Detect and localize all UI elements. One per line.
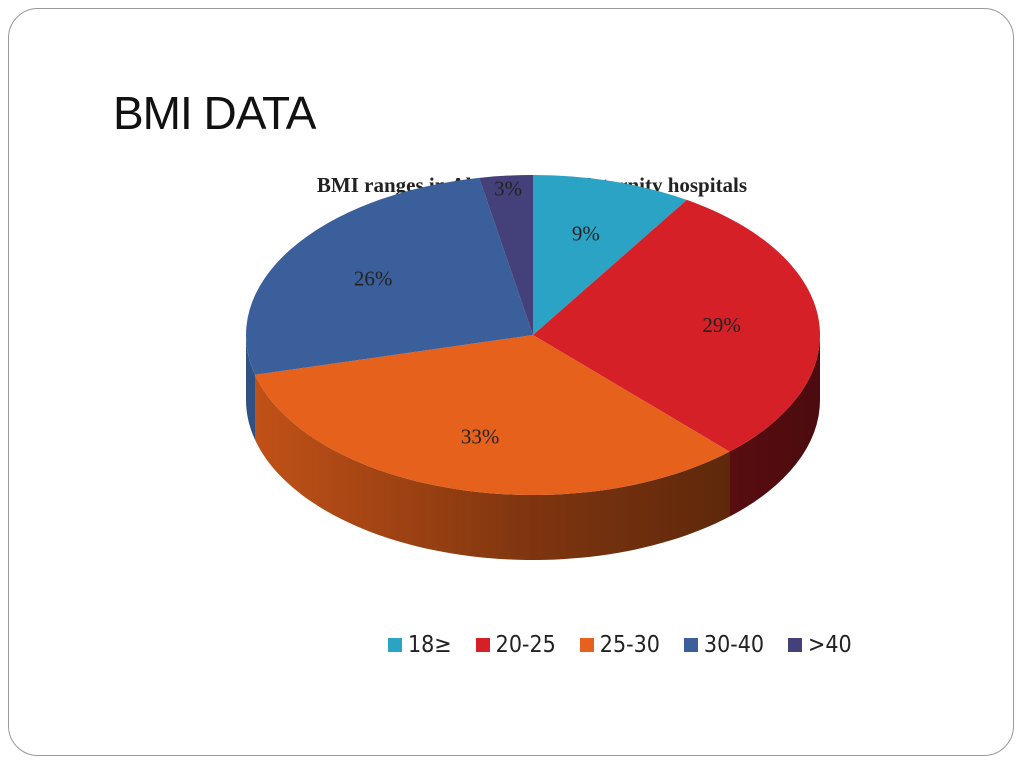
legend-item-18: 18≥ [388,632,452,658]
legend-item-40: >40 [788,632,852,658]
pie-slice-18 [533,175,687,335]
legend-item-30-40: 30-40 [683,632,765,658]
legend-label: 20-25 [495,632,556,658]
legend-item-20-25: 20-25 [475,632,556,658]
data-label-25-30: 33% [461,424,500,448]
legend-swatch [388,638,402,652]
pie-slice-20-25 [533,199,821,452]
pie-side-20-25 [729,335,820,517]
legend-swatch [788,638,803,652]
data-label-30-40: 26% [354,266,393,290]
legend-label: 25-30 [599,632,660,658]
legend-swatch [579,638,594,652]
data-label-40: 3% [494,176,522,200]
legend-label: 30-40 [703,632,765,658]
data-label-20-25: 29% [702,313,741,337]
pie-slice-30-40 [246,177,533,375]
legend-swatch [683,638,698,652]
legend-swatch [475,638,490,652]
data-label-18: 9% [572,222,600,246]
legend-label: >40 [808,632,852,658]
pie-side-30-40 [246,335,256,440]
legend-label: 18≥ [408,632,452,658]
legend-item-25-30: 25-30 [579,632,660,658]
chart-legend: 18≥ 20-25 25-30 30-40 >40 [388,632,876,658]
pie-slice-40 [479,175,533,335]
pie-slice-25-30 [255,335,730,496]
pie-side-25-30 [255,374,730,561]
page-title: BMI DATA [113,87,316,139]
